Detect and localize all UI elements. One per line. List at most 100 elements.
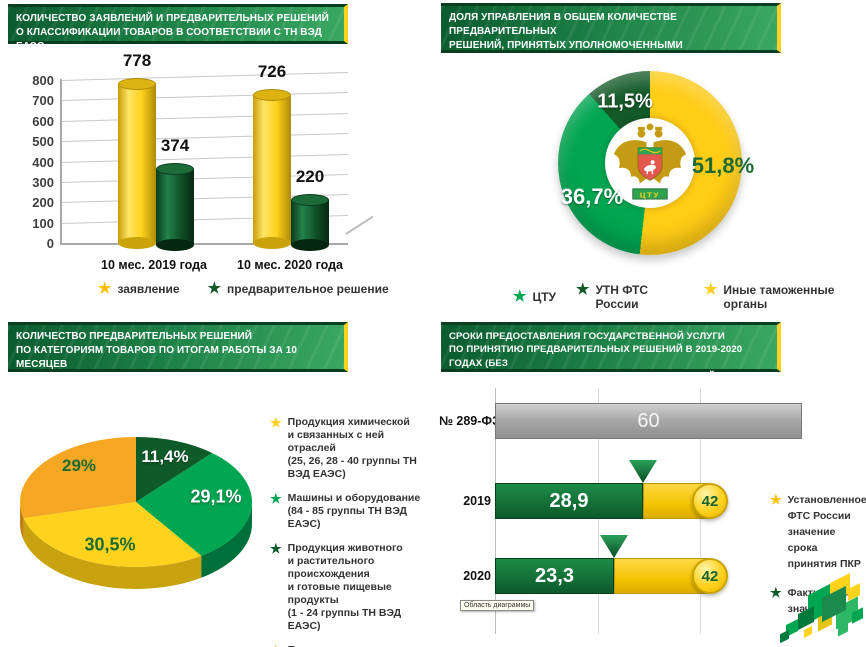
- y-tick-label: 100: [32, 215, 54, 231]
- cylinder: [291, 194, 329, 251]
- gridline: [61, 153, 348, 163]
- slice-label-other: 29%: [61, 456, 97, 475]
- star-icon: ★: [770, 585, 782, 600]
- badge-value: 42: [701, 492, 719, 510]
- star-icon: ★: [270, 491, 282, 506]
- service-terms-bar-chart[interactable]: СРОКИ ПРЕДОСТАВЛЕНИЯ ГОСУДАРСТВЕННОЙ УСЛ…: [433, 320, 866, 647]
- slice-label-machines: 29,1%: [190, 486, 242, 507]
- target-badge-2019: 42: [692, 483, 728, 519]
- legend-label: заявление: [117, 282, 180, 296]
- cylinder: [156, 163, 194, 251]
- row-label-2019: 2019: [463, 494, 491, 508]
- bar-value: 28,9: [549, 489, 589, 512]
- chart-title-banner: ДОЛЯ УПРАВЛЕНИЯ В ОБЩЕМ КОЛИЧЕСТВЕ ПРЕДВ…: [441, 3, 781, 79]
- star-icon: ★: [270, 415, 282, 430]
- legend-item-machines: ★ Машины и оборудование (84 - 85 группы …: [270, 492, 433, 531]
- row-label-law: № 289-ФЗ: [439, 414, 500, 428]
- legend-item-other: ★ Иные таможенные органы: [703, 281, 866, 311]
- star-icon: ★: [703, 281, 718, 298]
- slice-label-utn: 11,5%: [597, 90, 653, 113]
- y-tick-label: 300: [32, 174, 54, 190]
- legend-item-other: ★ Прочие категории товаров: [270, 644, 433, 647]
- donut-ring[interactable]: ЦТУ: [558, 71, 742, 255]
- target-badge-2020: 42: [692, 558, 728, 594]
- management-share-donut-chart[interactable]: ДОЛЯ УПРАВЛЕНИЯ В ОБЩЕМ КОЛИЧЕСТВЕ ПРЕДВ…: [433, 0, 866, 320]
- star-icon: ★: [98, 280, 112, 297]
- chart-title-banner: КОЛИЧЕСТВО ЗАЯВЛЕНИЙ И ПРЕДВАРИТЕЛЬНЫХ Р…: [8, 4, 348, 52]
- star-icon: ★: [270, 541, 282, 556]
- legend-label: УТН ФТС России: [595, 283, 649, 311]
- applications-decisions-bar-chart[interactable]: КОЛИЧЕСТВО ЗАЯВЛЕНИЙ И ПРЕДВАРИТЕЛЬНЫХ Р…: [0, 0, 433, 320]
- legend-label: Установленное ФТС России значение срока …: [787, 494, 866, 570]
- marker-triangle-2020: [600, 535, 628, 558]
- chart-title-banner: СРОКИ ПРЕДОСТАВЛЕНИЯ ГОСУДАРСТВЕННОЙ УСЛ…: [441, 322, 781, 396]
- pie-3d[interactable]: [10, 390, 262, 610]
- x-axis-line: [60, 243, 348, 245]
- row-label-2020: 2020: [463, 569, 491, 583]
- pie-slice-side: [201, 502, 252, 578]
- legend-label: Прочие категории товаров: [288, 644, 427, 647]
- bar-value: 60: [637, 409, 660, 432]
- legend-label: Продукция животного и растительного прои…: [287, 542, 403, 632]
- marker-triangle-2019: [629, 460, 657, 483]
- pie-slice[interactable]: [136, 452, 252, 556]
- emblem-text: ЦТУ: [640, 190, 660, 199]
- y-tick-label: 700: [32, 93, 54, 109]
- legend-item-decisions: ★ предварительное решение: [207, 280, 389, 297]
- gridline: [61, 112, 348, 122]
- bar-value-label: 726: [257, 62, 287, 81]
- legend-item-applications: ★ заявление: [98, 280, 180, 297]
- legend-item-ctu: ★ ЦТУ: [513, 288, 557, 305]
- bar-value-label: 220: [295, 167, 325, 186]
- legend-label: Иные таможенные органы: [723, 283, 835, 311]
- legend-item-established: ★ Установленное ФТС России значение срок…: [770, 492, 866, 572]
- floor-edge-line: [345, 215, 374, 235]
- x-axis-label-2020: 10 мес. 2020 года: [237, 258, 343, 272]
- bar-value-label: 778: [122, 51, 152, 70]
- star-icon: ★: [270, 644, 282, 647]
- slice-label-chemical: 30,5%: [84, 534, 136, 555]
- ctu-emblem: ЦТУ: [613, 123, 687, 200]
- legend-label: предварительное решение: [227, 282, 389, 296]
- slice-label-other: 51,8%: [691, 153, 755, 178]
- y-tick-label: 200: [32, 195, 54, 211]
- bar-value: 23,3: [535, 564, 574, 587]
- legend-label: Машины и оборудование (84 - 85 группы ТН…: [287, 492, 421, 530]
- y-tick-label: 400: [32, 154, 54, 170]
- bar-actual-2020[interactable]: 23,3: [495, 558, 614, 594]
- badge-value: 42: [701, 567, 719, 585]
- bar-value-label: 374: [160, 136, 190, 155]
- star-icon: ★: [576, 281, 590, 298]
- corner-deco-pattern: [778, 570, 866, 647]
- gridline: [61, 92, 348, 102]
- x-axis-label-2019: 10 мес. 2019 года: [101, 258, 207, 272]
- pie-slice[interactable]: [136, 437, 213, 502]
- donut-center: ЦТУ: [605, 118, 695, 208]
- gridline: [61, 133, 348, 143]
- star-icon: ★: [770, 492, 782, 507]
- cylinder: [253, 89, 291, 249]
- chart-title-banner: КОЛИЧЕСТВО ПРЕДВАРИТЕЛЬНЫХ РЕШЕНИЙ ПО КА…: [8, 322, 348, 384]
- pie-slice[interactable]: [23, 502, 202, 567]
- legend-label: Продукция химической и связанных с ней о…: [287, 416, 417, 480]
- legend-item-chemical: ★ Продукция химической и связанных с ней…: [270, 416, 433, 481]
- bar-law-limit[interactable]: 60: [495, 403, 802, 439]
- gridline: [61, 72, 348, 81]
- bar-chart-plot-area: 800 700 600 500 400 300 200 100 0 778 726 374 22…: [0, 51, 433, 274]
- slice-label-ctu: 36,7%: [560, 184, 624, 209]
- legend-label: ЦТУ: [532, 290, 557, 304]
- y-tick-label: 800: [32, 73, 54, 88]
- chart-area-tooltip: Область диаграммы: [460, 600, 535, 611]
- legend: ★ ЦТУ ★ УТН ФТС России ★ Иные таможенные…: [513, 281, 866, 311]
- pie-slice-side: [20, 502, 24, 541]
- y-tick-label: 500: [32, 134, 54, 150]
- cylinder: [118, 78, 156, 249]
- star-icon: ★: [207, 280, 222, 297]
- categories-pie-chart[interactable]: КОЛИЧЕСТВО ПРЕДВАРИТЕЛЬНЫХ РЕШЕНИЙ ПО КА…: [0, 320, 433, 647]
- pie-slice-side: [23, 518, 202, 589]
- bar-actual-2019[interactable]: 28,9: [495, 483, 643, 519]
- legend-item-animal: ★ Продукция животного и растительного пр…: [270, 542, 433, 633]
- pie-slice[interactable]: [19, 437, 137, 519]
- star-icon: ★: [513, 288, 527, 305]
